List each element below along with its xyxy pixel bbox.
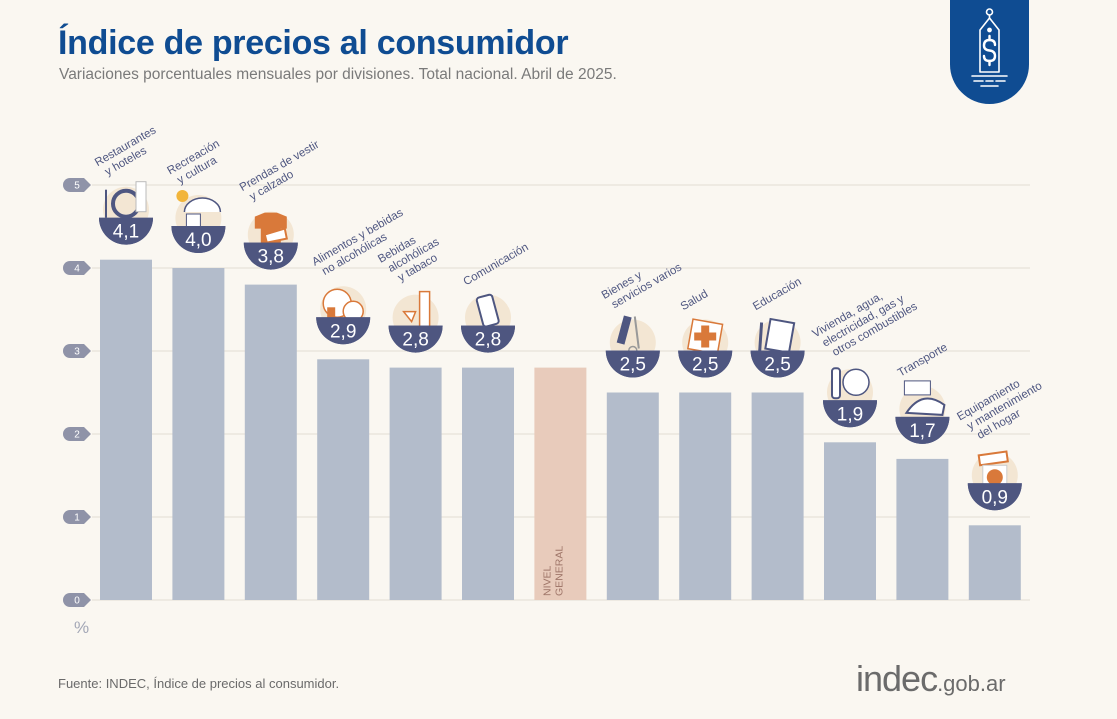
header-badge — [950, 0, 1029, 104]
bar — [751, 392, 804, 600]
bar — [896, 458, 949, 600]
bar-layer — [100, 259, 1021, 600]
category-label: GENERAL — [553, 546, 565, 596]
y-axis-unit-label: % — [74, 618, 89, 637]
page-title: Índice de precios al consumidor — [58, 24, 569, 62]
y-tick-badge — [63, 593, 91, 607]
y-tick: 5 — [63, 178, 91, 192]
indec-logo[interactable]: indec.gob.ar — [856, 658, 1006, 700]
value-badge-bottom — [678, 350, 733, 378]
bar — [462, 367, 514, 600]
value-label: 2,5 — [764, 355, 790, 376]
page-subtitle: Variaciones porcentuales mensuales por d… — [59, 66, 617, 83]
bar — [317, 359, 370, 600]
y-tick-label: 1 — [74, 513, 80, 524]
y-tick-badge — [63, 261, 91, 275]
bar — [389, 367, 442, 600]
value-badge-bottom — [99, 217, 153, 245]
y-tick: 4 — [63, 261, 91, 275]
value-label: 1,9 — [837, 404, 863, 425]
value-badge-bottom — [316, 317, 371, 345]
value-label: 3,8 — [258, 247, 284, 268]
bar — [606, 392, 659, 600]
value-label: 4,1 — [113, 222, 139, 243]
value-badge-bottom — [967, 483, 1022, 511]
bar — [824, 442, 876, 600]
value-badge-bottom — [171, 226, 226, 254]
bar — [679, 392, 732, 600]
source-note: Fuente: INDEC, Índice de precios al cons… — [58, 676, 340, 691]
y-tick-badge — [63, 178, 91, 192]
value-badge-bottom — [823, 400, 877, 428]
y-tick-label: 3 — [74, 347, 80, 358]
bar — [968, 525, 1021, 600]
y-tick-label: 0 — [74, 596, 80, 607]
category-label: Vivienda, agua,electricidad, gas yotros … — [811, 290, 920, 358]
icon-layer — [99, 181, 1022, 511]
value-label: 2,8 — [475, 330, 501, 351]
bar — [100, 259, 152, 600]
y-tick: 2 — [63, 427, 91, 441]
y-tick-badge — [63, 510, 91, 524]
category-label: Comunicación — [462, 241, 531, 288]
category-label: Transporte — [896, 342, 950, 380]
y-tick-badge — [63, 344, 91, 358]
y-tick: 3 — [63, 344, 91, 358]
category-label-line: Educación — [751, 276, 804, 313]
y-tick-label: 4 — [74, 264, 80, 275]
value-badge-bottom — [243, 242, 298, 270]
y-tick-label: 5 — [74, 181, 80, 192]
category-label: NIVEL — [541, 565, 553, 596]
value-label: 2,8 — [402, 330, 428, 351]
y-tick-label: 2 — [74, 430, 80, 441]
value-label: 2,9 — [330, 321, 356, 342]
category-label: Salud — [679, 288, 710, 313]
category-label-line: Comunicación — [462, 241, 531, 288]
value-label: 0,9 — [982, 487, 1008, 508]
value-label: 4,0 — [185, 230, 211, 251]
bar — [244, 284, 297, 600]
category-label: Educación — [751, 276, 804, 313]
value-label: 2,5 — [620, 355, 646, 376]
value-label: 2,5 — [692, 355, 718, 376]
value-badge-bottom — [750, 350, 805, 378]
bar-nivel-general — [534, 367, 587, 600]
y-tick-badge — [63, 427, 91, 441]
category-label-line: Transporte — [896, 342, 950, 380]
value-label: 1,7 — [909, 421, 935, 442]
price-tag-dollar-icon — [971, 8, 1008, 87]
value-badge-bottom — [388, 325, 443, 353]
category-label-line: Salud — [679, 288, 710, 313]
brand-domain: .gob.ar — [937, 671, 1006, 696]
bar — [172, 268, 225, 600]
value-badge-bottom — [461, 325, 515, 353]
y-tick: 1 — [63, 510, 91, 524]
brand-main: indec — [856, 658, 938, 699]
y-tick: 0 — [63, 593, 91, 607]
value-badge-bottom — [895, 416, 950, 444]
value-badge-bottom — [605, 350, 660, 378]
